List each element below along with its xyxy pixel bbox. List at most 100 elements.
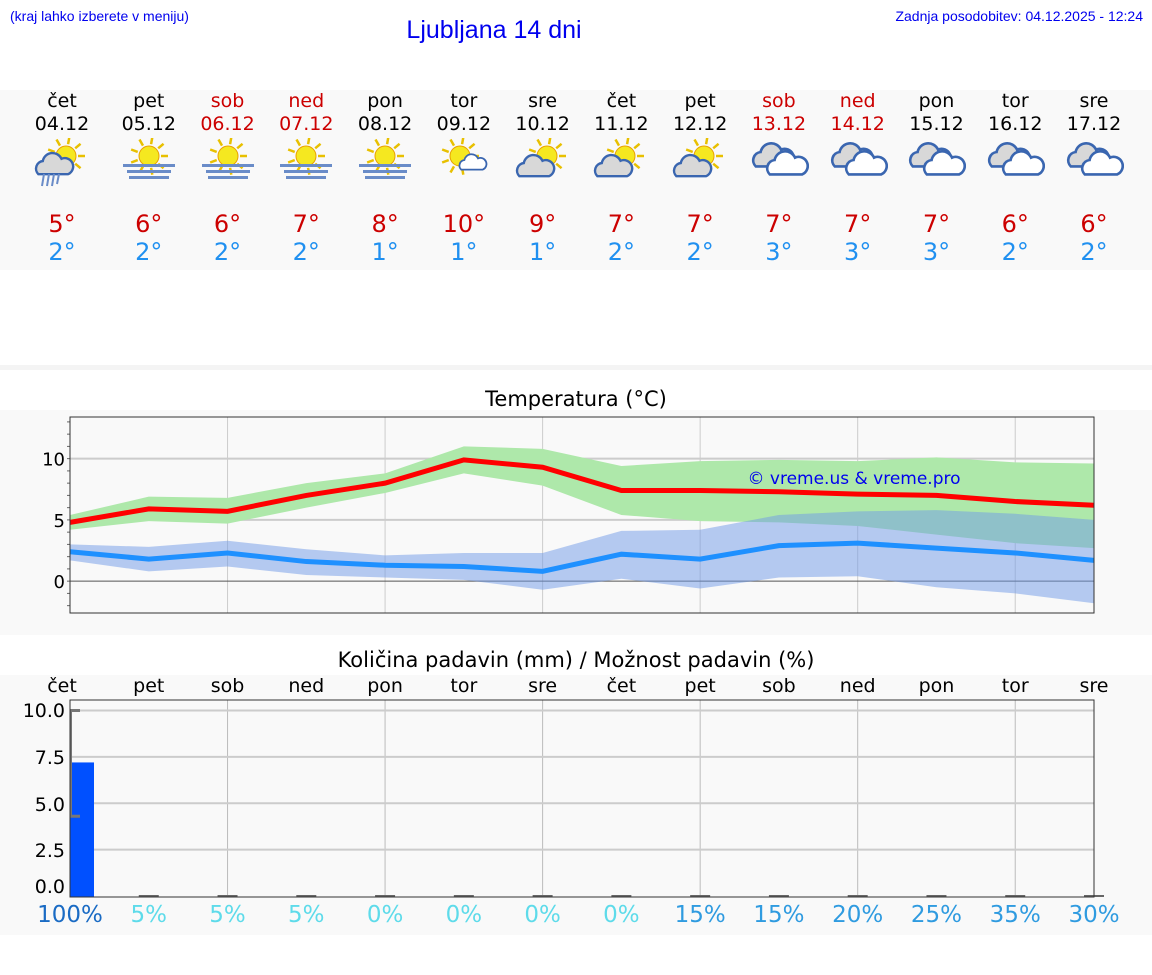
precip-day-label: sob bbox=[210, 675, 245, 697]
min-temp: 1° bbox=[528, 238, 557, 266]
plot-frame bbox=[69, 416, 1095, 614]
day-forecast: čet 04.12 5° 2° bbox=[22, 90, 102, 266]
precip-probability: 5% bbox=[288, 902, 325, 928]
cloudy-icon bbox=[830, 142, 888, 176]
min-temp: 2° bbox=[292, 238, 320, 266]
day-date: 04.12 bbox=[34, 113, 90, 135]
min-temp: 2° bbox=[135, 238, 163, 266]
sun-fog-icon bbox=[201, 138, 254, 179]
min-temp: 2° bbox=[686, 238, 714, 266]
day-name: sob bbox=[210, 90, 245, 112]
divider bbox=[0, 365, 1152, 370]
day-name: sre bbox=[528, 90, 558, 112]
min-temp: 1° bbox=[450, 238, 478, 266]
precip-day-label: ned bbox=[288, 675, 325, 697]
precip-probability: 20% bbox=[832, 902, 884, 928]
precip-day-label: tor bbox=[1001, 675, 1029, 697]
temperature-chart: 0 5 10 © vreme.us & vreme.pro bbox=[42, 416, 1095, 614]
precip-probability: 30% bbox=[1068, 902, 1120, 928]
precip-day-label: ned bbox=[839, 675, 876, 697]
precip-day-label: pon bbox=[918, 675, 955, 697]
day-date: 15.12 bbox=[909, 113, 964, 135]
cloudy-icon bbox=[988, 142, 1046, 176]
day-forecast: pet 05.12 6° 2° bbox=[109, 90, 189, 266]
y-tick-label: 0 bbox=[54, 572, 65, 593]
max-temp: 5° bbox=[48, 210, 76, 238]
day-forecast: tor 16.12 6° 2° bbox=[975, 90, 1055, 266]
day-date: 10.12 bbox=[515, 113, 570, 135]
y-tick-label: 7.5 bbox=[35, 747, 65, 769]
min-temp: 2° bbox=[213, 238, 242, 266]
y-tick-label: 10.0 bbox=[23, 700, 65, 722]
precip-probability: 25% bbox=[910, 902, 963, 928]
max-temp: 7° bbox=[844, 210, 872, 238]
day-date: 09.12 bbox=[436, 113, 492, 135]
max-temp: 6° bbox=[135, 210, 163, 238]
min-temp: 3° bbox=[765, 238, 793, 266]
precip-day-label: sob bbox=[762, 675, 796, 697]
precip-day-label: tor bbox=[450, 675, 478, 697]
precipitation-chart: 0.0 2.5 5.0 7.5 10.0 bbox=[23, 699, 1104, 898]
y-tick-label: 2.5 bbox=[35, 840, 65, 862]
precip-probability: 5% bbox=[130, 902, 168, 928]
precip-probability: 0% bbox=[366, 902, 404, 928]
day-forecast: čet 11.12 7° 2° bbox=[581, 90, 661, 266]
day-date: 06.12 bbox=[200, 113, 255, 135]
y-tick-label: 0.0 bbox=[35, 876, 65, 898]
day-name: čet bbox=[47, 90, 77, 112]
max-temp: 9° bbox=[528, 210, 557, 238]
y-tick-label: 5 bbox=[54, 511, 65, 532]
max-temp: 6° bbox=[1080, 210, 1108, 238]
day-forecast: pon 15.12 7° 3° bbox=[896, 90, 976, 266]
day-forecast: sob 13.12 7° 3° bbox=[739, 90, 819, 266]
day-name: pon bbox=[918, 90, 955, 112]
precip-probability: 0% bbox=[445, 902, 483, 928]
precip-day-label: sre bbox=[528, 675, 558, 697]
precip-probability: 15% bbox=[674, 902, 726, 928]
max-temp: 6° bbox=[1001, 210, 1029, 238]
day-date: 12.12 bbox=[672, 113, 728, 135]
precip-probability: 35% bbox=[989, 902, 1041, 928]
day-name: sre bbox=[1079, 90, 1109, 112]
max-temp: 7° bbox=[607, 210, 636, 238]
day-forecast: sre 10.12 9° 1° bbox=[503, 90, 583, 266]
sun-small-cloud-icon bbox=[441, 138, 488, 175]
day-name: ned bbox=[839, 90, 876, 112]
sun-fog-icon bbox=[359, 138, 412, 179]
max-temp: 7° bbox=[765, 210, 793, 238]
min-temp: 2° bbox=[48, 238, 76, 266]
max-temp: 7° bbox=[922, 210, 951, 238]
temperature-chart-panel: 0 5 10 © vreme.us & vreme.pro bbox=[0, 410, 1152, 635]
max-temp: 8° bbox=[371, 210, 399, 238]
precip-day-label: čet bbox=[47, 675, 77, 697]
precip-probability: 5% bbox=[209, 902, 246, 928]
sun-cloud-rain-icon bbox=[34, 138, 85, 187]
day-name: pon bbox=[367, 90, 403, 112]
cloudy-icon bbox=[751, 142, 809, 176]
max-temp: 7° bbox=[686, 210, 714, 238]
min-temp-line bbox=[69, 540, 1095, 574]
day-name: tor bbox=[450, 90, 478, 112]
precip-day-label: pet bbox=[133, 675, 165, 697]
plot-frame bbox=[69, 699, 1095, 898]
min-temp: 2° bbox=[1080, 238, 1108, 266]
min-temp-range-band bbox=[70, 510, 1094, 604]
max-temp: 6° bbox=[213, 210, 242, 238]
y-tick-label: 5.0 bbox=[35, 794, 65, 816]
cloudy-icon bbox=[909, 142, 967, 176]
precip-probability: 0% bbox=[524, 902, 561, 928]
temperature-chart-title: Temperatura (°C) bbox=[485, 387, 667, 411]
page-title: Ljubljana 14 dni bbox=[406, 16, 582, 44]
precip-day-label: čet bbox=[606, 675, 637, 697]
precip-day-label: sre bbox=[1079, 675, 1109, 697]
precip-day-label: pon bbox=[367, 675, 403, 697]
precip-probability: 15% bbox=[753, 902, 805, 928]
precip-bar bbox=[70, 762, 94, 897]
day-name: čet bbox=[606, 90, 637, 112]
sun-cloud-icon bbox=[594, 138, 645, 178]
day-date: 17.12 bbox=[1066, 113, 1122, 135]
day-date: 16.12 bbox=[988, 113, 1043, 135]
day-forecast: sre 17.12 6° 2° bbox=[1054, 90, 1134, 266]
precip-day-label: pet bbox=[684, 675, 716, 697]
day-name: tor bbox=[1001, 90, 1029, 112]
